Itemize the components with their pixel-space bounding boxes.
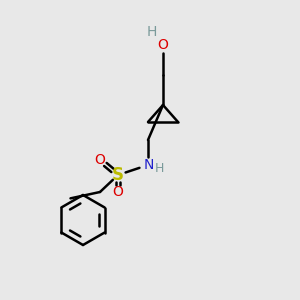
Text: O: O (94, 153, 105, 167)
Text: H: H (147, 25, 157, 39)
Text: O: O (158, 38, 168, 52)
Text: N: N (144, 158, 154, 172)
Text: O: O (112, 185, 123, 199)
Text: S: S (112, 166, 124, 184)
Text: H: H (154, 163, 164, 176)
